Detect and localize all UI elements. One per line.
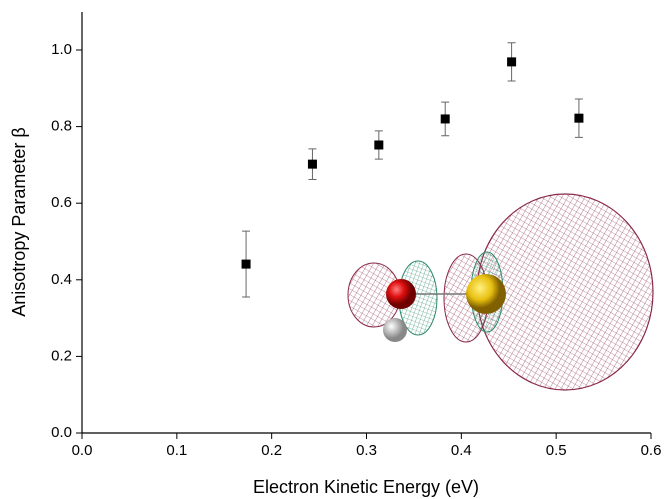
x-tick-label: 0.1: [166, 442, 187, 459]
marker: [307, 159, 317, 169]
y-tick-label: 0.6: [51, 194, 72, 211]
orbital-inset: [347, 193, 654, 391]
y-tick-label: 0.8: [51, 118, 72, 135]
x-axis-title: Electron Kinetic Energy (eV): [253, 477, 479, 497]
x-tick-label: 0.5: [546, 442, 567, 459]
y-axis-title: Anisotropy Parameter β: [9, 127, 29, 316]
y-tick-label: 0.4: [51, 271, 72, 288]
marker: [374, 140, 384, 150]
y-tick-label: 1.0: [51, 41, 72, 58]
x-tick-label: 0.6: [641, 442, 662, 459]
x-tick-label: 0.0: [72, 442, 93, 459]
y-tick-label: 0.0: [51, 424, 72, 441]
x-tick-label: 0.3: [356, 442, 377, 459]
x-tick-label: 0.2: [261, 442, 282, 459]
marker: [507, 57, 517, 67]
marker: [574, 113, 584, 123]
y-tick-label: 0.2: [51, 347, 72, 364]
marker: [440, 114, 450, 124]
marker: [241, 259, 251, 269]
x-tick-label: 0.4: [451, 442, 472, 459]
